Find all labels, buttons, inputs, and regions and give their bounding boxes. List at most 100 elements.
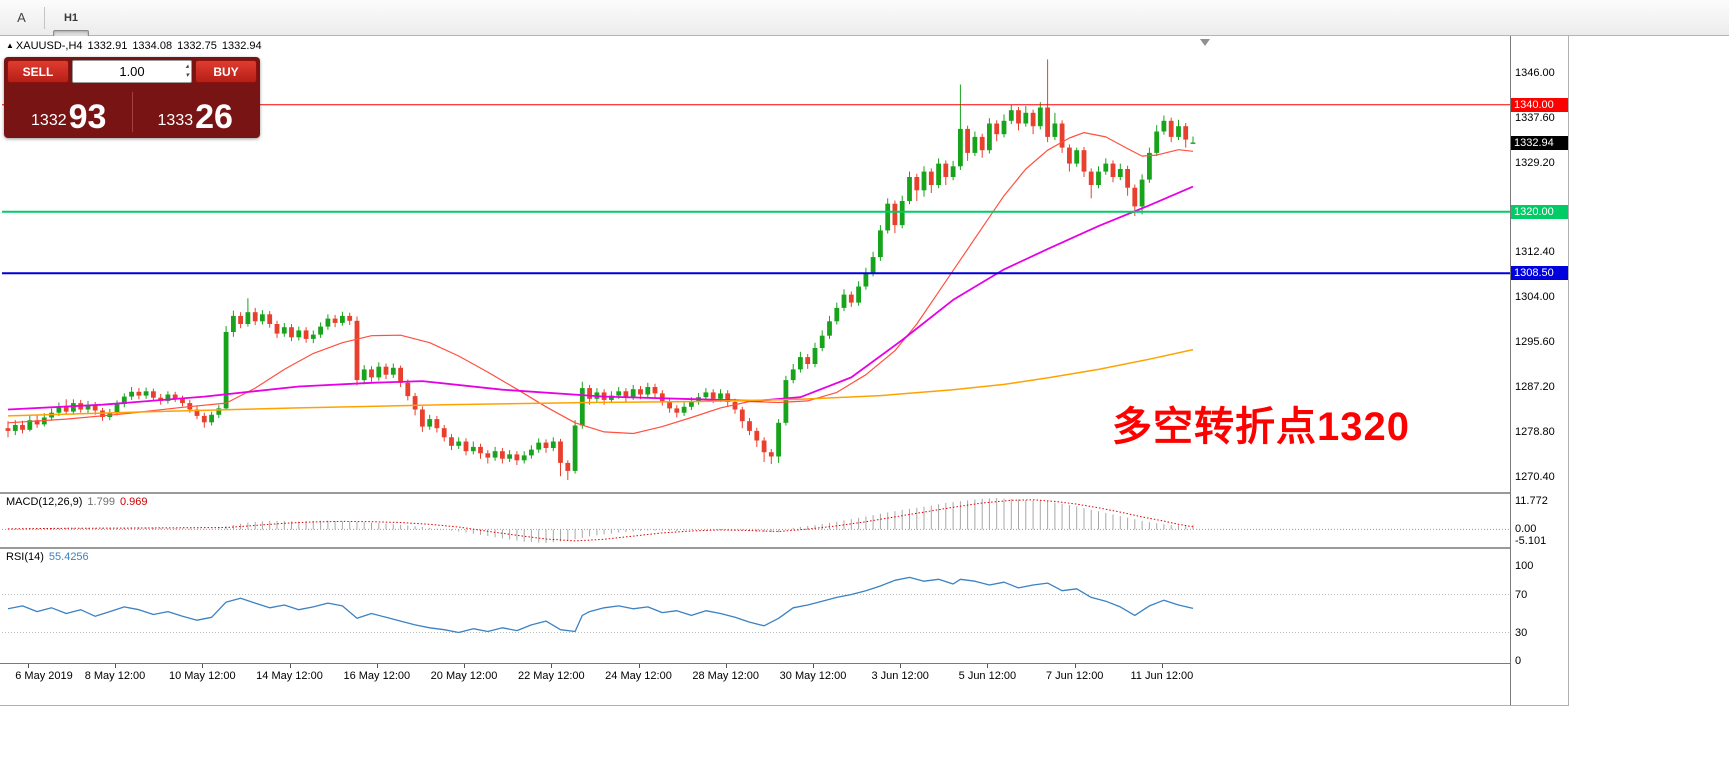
volume-spinner[interactable]: ▴ ▾ <box>185 62 189 80</box>
timeframe-button-h1[interactable]: H1 <box>63 11 79 24</box>
grid-button[interactable]: ▦ <box>7 0 36 5</box>
time-tick <box>638 664 640 668</box>
timeframe-button-m30[interactable]: M30 <box>53 0 89 6</box>
rsi-chart[interactable] <box>2 549 1510 663</box>
price-tick: 1346.00 <box>1515 66 1555 79</box>
price-tick: 1304.00 <box>1515 291 1555 304</box>
price-tick: 1278.80 <box>1515 425 1555 438</box>
rsi-name: RSI(14) <box>6 551 44 563</box>
rsi-label: RSI(14) 55.4256 <box>6 551 94 563</box>
time-label: 6 May 2019 <box>15 670 73 682</box>
time-axis[interactable]: 6 May 2019 8 May 12:00 10 May 12:00 14 May … <box>0 663 1510 705</box>
time-tick <box>115 664 116 668</box>
price-tick: 1287.20 <box>1515 381 1555 393</box>
one-click-trading-panel: SELL 1.00 ▴ ▾ BUY 1332 93 1333 26 <box>4 57 260 138</box>
time-tick <box>202 664 204 668</box>
time-tick <box>1074 664 1076 668</box>
buy-price[interactable]: 1333 26 <box>136 98 256 136</box>
sell-button[interactable]: SELL <box>7 60 69 83</box>
ma-slow-line <box>7 348 1194 417</box>
chart-ohlc-header: ▲ XAUUSD-,H4 1332.91 1334.08 1332.75 1332.94 <box>6 40 267 52</box>
buy-price-pips: 26 <box>195 98 233 136</box>
time-tick <box>289 664 291 668</box>
text-button[interactable]: A <box>7 5 36 31</box>
time-tick <box>551 664 553 668</box>
candlestick-chart[interactable] <box>2 38 1510 492</box>
time-label: 28 May 12:00 <box>692 670 760 682</box>
symbol-label: XAUUSD-,H4 <box>15 40 83 52</box>
time-tick <box>464 664 465 668</box>
buy-button[interactable]: BUY <box>195 60 257 83</box>
macd-scale-max: 11.772 <box>1515 495 1548 507</box>
sell-price[interactable]: 1332 93 <box>9 98 129 136</box>
close-value: 1332.94 <box>221 40 262 52</box>
sell-price-pips: 93 <box>68 98 107 136</box>
price-axis[interactable]: 1346.00 1337.60 1329.20 1312.40 1304.00 1295.… <box>1510 36 1568 705</box>
price-tick: 1295.60 <box>1515 336 1555 349</box>
price-tick: 1270.40 <box>1515 470 1555 483</box>
ma-fast-line <box>7 132 1194 435</box>
time-tick <box>813 664 814 668</box>
chart-shift-marker[interactable] <box>1200 39 1210 46</box>
macd-main-value: 1.799 <box>87 496 115 508</box>
price-tick: 1312.40 <box>1515 246 1555 259</box>
time-tick <box>725 664 727 668</box>
low-value: 1332.75 <box>177 40 217 52</box>
time-tick <box>900 664 902 668</box>
time-label: 22 May 12:00 <box>517 670 585 682</box>
macd-signal-value: 0.969 <box>119 496 148 508</box>
volume-value: 1.00 <box>119 64 145 79</box>
volume-field[interactable]: 1.00 ▴ ▾ <box>72 60 192 83</box>
open-value: 1332.91 <box>87 40 128 52</box>
level-price-badge: 1340.00 <box>1511 97 1568 112</box>
time-label: 5 Jun 12:00 <box>958 670 1017 682</box>
time-tick <box>376 664 378 668</box>
rsi-value: 55.4256 <box>48 551 89 563</box>
time-label: 3 Jun 12:00 <box>871 670 929 682</box>
volume-up-icon[interactable]: ▴ <box>185 63 189 70</box>
time-label: 8 May 12:00 <box>84 670 146 682</box>
toolbar-separator <box>44 6 45 29</box>
time-label: 14 May 12:00 <box>256 670 323 682</box>
time-label: 20 May 12:00 <box>430 670 498 682</box>
main-toolbar: ╱▦AT◈▾ M1M5M15M30H1H4D1W1MN <box>0 0 1729 120</box>
time-label: 24 May 12:00 <box>605 670 672 682</box>
macd-signal-line <box>7 499 1194 542</box>
current-price-badge: 1332.94 <box>1511 135 1568 150</box>
price-divider <box>131 92 133 132</box>
time-tick <box>987 664 989 668</box>
time-tick <box>1161 664 1163 668</box>
macd-label: MACD(12,26,9) 1.799 0.969 <box>6 496 152 508</box>
rsi-scale-tick: 70 <box>1515 588 1528 601</box>
macd-scale-min: -5.101 <box>1515 535 1547 547</box>
time-label: 16 May 12:00 <box>343 670 411 682</box>
level-price-badge: 1308.50 <box>1511 266 1568 281</box>
sell-price-main: 1332 <box>31 112 67 129</box>
volume-down-icon[interactable]: ▾ <box>185 72 189 79</box>
symbol-direction-icon: ▲ <box>6 41 14 50</box>
price-tick: 1337.60 <box>1515 111 1555 124</box>
rsi-scale-tick: 100 <box>1515 560 1534 572</box>
macd-name: MACD(12,26,9) <box>6 496 83 508</box>
high-value: 1334.08 <box>132 40 173 52</box>
macd-histogram <box>7 498 1194 543</box>
macd-chart[interactable] <box>2 494 1510 547</box>
price-tick: 1329.20 <box>1515 156 1555 169</box>
chart-window: ▲ XAUUSD-,H4 1332.91 1334.08 1332.75 1332.94 … <box>0 36 1569 706</box>
rsi-scale-tick: 0 <box>1515 655 1522 667</box>
panel-divider-rsi[interactable] <box>0 547 1568 549</box>
time-label: 30 May 12:00 <box>779 670 847 682</box>
chart-annotation: 多空转折点1320 <box>1112 405 1410 449</box>
macd-scale-zero: 0.00 <box>1515 523 1537 536</box>
buy-price-main: 1333 <box>157 112 194 129</box>
time-label: 10 May 12:00 <box>168 670 236 682</box>
panel-divider-macd[interactable] <box>0 492 1568 494</box>
rsi-line <box>7 576 1194 634</box>
time-label: 7 Jun 12:00 <box>1045 670 1104 682</box>
text-icon: A <box>17 10 26 25</box>
level-price-badge: 1320.00 <box>1511 204 1568 219</box>
time-tick <box>27 664 29 668</box>
rsi-scale-tick: 30 <box>1515 626 1528 639</box>
time-label: 11 Jun 12:00 <box>1130 670 1194 682</box>
ma-medium-line <box>7 185 1194 411</box>
